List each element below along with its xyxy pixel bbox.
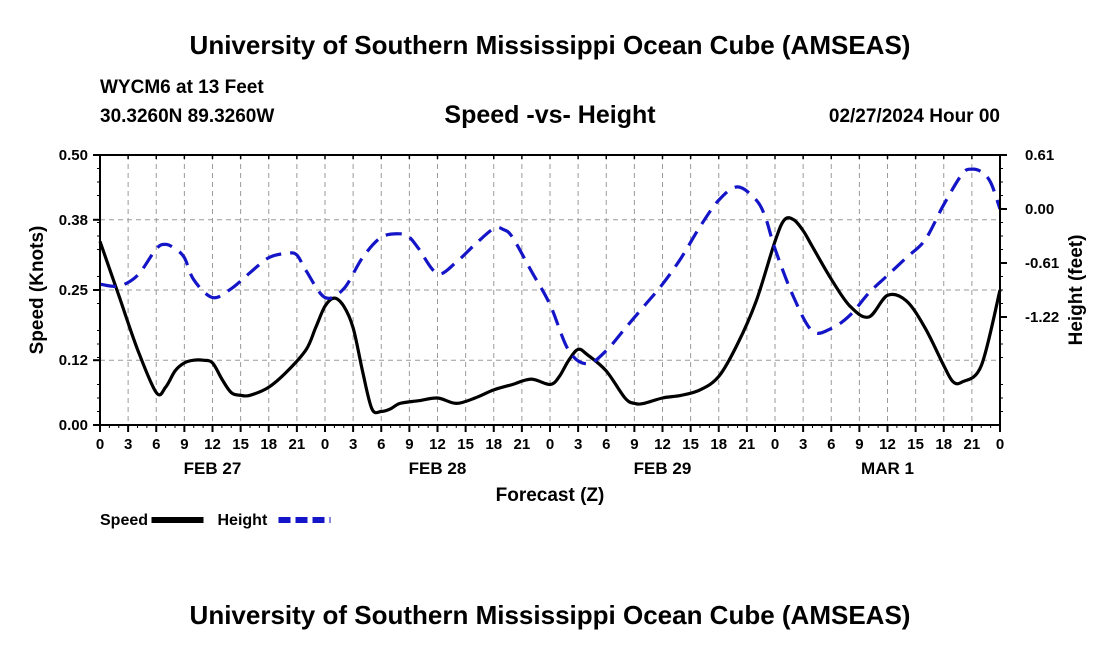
x-tick-label: 6	[377, 436, 385, 453]
y-tick-label: 0.12	[59, 352, 88, 369]
x-tick-label: 12	[204, 436, 221, 453]
main-title: University of Southern Mississippi Ocean…	[189, 30, 911, 60]
station-label: WYCM6 at 13 Feet	[100, 77, 264, 98]
x-tick-label: 12	[879, 436, 896, 453]
x-tick-label: 18	[935, 436, 952, 453]
legend-label: Speed	[100, 512, 148, 529]
day-label: FEB 27	[184, 459, 242, 478]
x-tick-label: 18	[710, 436, 727, 453]
x-tick-label: 3	[349, 436, 357, 453]
y2-axis-label: Height (feet)	[1066, 235, 1087, 346]
x-tick-label: 15	[457, 436, 474, 453]
x-tick-label: 6	[827, 436, 835, 453]
day-label: FEB 29	[634, 459, 692, 478]
x-tick-label: 15	[682, 436, 699, 453]
grid	[100, 155, 1000, 425]
x-tick-label: 3	[799, 436, 807, 453]
y-tick-label: 0.38	[59, 212, 88, 229]
footer-title: University of Southern Mississippi Ocean…	[189, 600, 911, 630]
x-tick-label: 15	[907, 436, 924, 453]
x-tick-label: 0	[771, 436, 779, 453]
x-tick-label: 3	[124, 436, 132, 453]
y-tick-label: 0.50	[59, 147, 88, 164]
chart-subtitle: Speed -vs- Height	[444, 101, 656, 129]
x-tick-label: 12	[654, 436, 671, 453]
height-series-line	[99, 167, 1002, 366]
coordinates-label: 30.3260N 89.3260W	[100, 106, 275, 127]
x-tick-label: 21	[289, 436, 306, 453]
x-tick-label: 9	[855, 436, 863, 453]
x-tick-label: 0	[96, 436, 104, 453]
series-layer	[98, 167, 1002, 415]
x-tick-label: 12	[429, 436, 446, 453]
x-tick-label: 21	[739, 436, 756, 453]
legend-label: Height	[218, 512, 268, 529]
y2-tick-label: 0.61	[1025, 147, 1054, 164]
forecast-datetime: 02/27/2024 Hour 00	[828, 106, 1000, 127]
x-tick-label: 9	[180, 436, 188, 453]
legend: Speed Height	[100, 512, 331, 529]
y2-tick-label: 0.00	[1025, 201, 1054, 218]
x-tick-label: 6	[602, 436, 610, 453]
y-tick-label: 0.00	[59, 417, 88, 434]
y2-tick-label: -0.61	[1025, 255, 1059, 272]
x-axis-label: Forecast (Z)	[496, 485, 605, 506]
x-tick-label: 0	[321, 436, 329, 453]
x-tick-label: 18	[260, 436, 277, 453]
day-label: FEB 28	[409, 459, 467, 478]
x-tick-label: 21	[964, 436, 981, 453]
day-label: MAR 1	[861, 459, 914, 478]
speed-series-line	[98, 216, 1002, 415]
y-axis-label: Speed (Knots)	[27, 226, 48, 355]
x-tick-label: 15	[232, 436, 249, 453]
x-tick-label: 9	[405, 436, 413, 453]
x-tick-label: 0	[996, 436, 1004, 453]
x-tick-label: 9	[630, 436, 638, 453]
y-tick-label: 0.25	[59, 282, 88, 299]
y2-tick-label: -1.22	[1025, 309, 1059, 326]
x-tick-label: 18	[485, 436, 502, 453]
x-tick-label: 0	[546, 436, 554, 453]
x-tick-label: 3	[574, 436, 582, 453]
x-tick-label: 6	[152, 436, 160, 453]
x-tick-label: 21	[514, 436, 531, 453]
axes: 0 3 6 9 12 15 18 21 0 3 6 9 12 15 18 21 0 3 6 9 12 15 18 21 0 3 6 9…	[59, 147, 1059, 478]
